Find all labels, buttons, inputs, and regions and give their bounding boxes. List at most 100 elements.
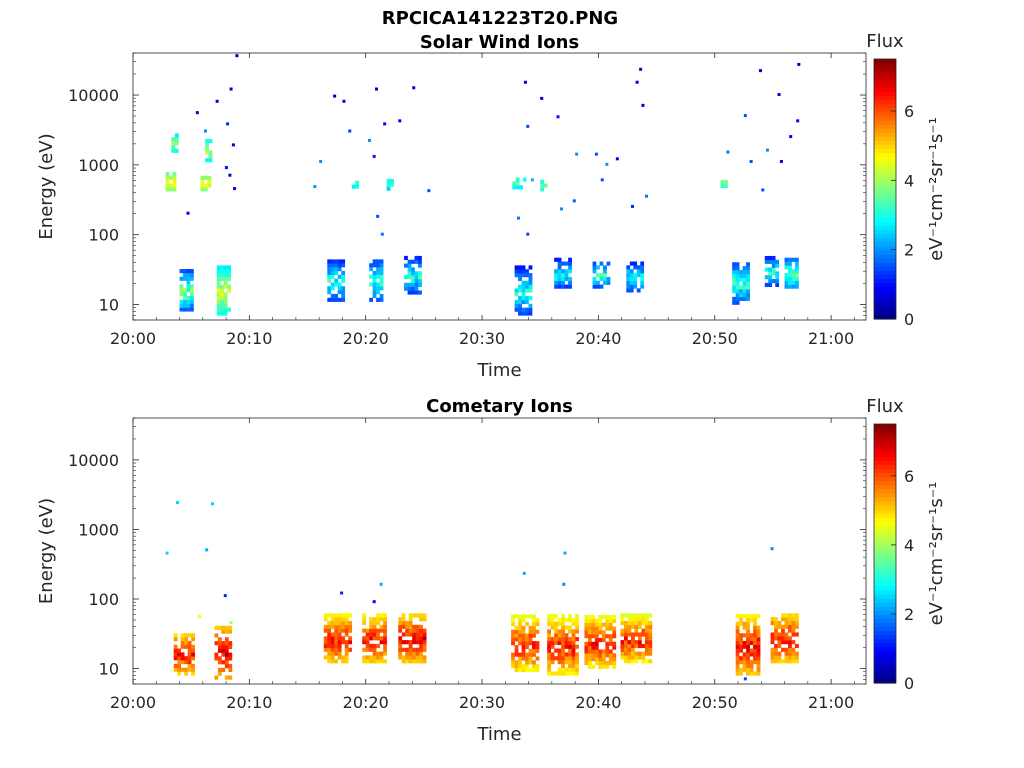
heatmap-cell [330,297,335,302]
flux-cluster [720,180,728,189]
heatmap-cell [330,620,335,626]
heatmap-cell [528,637,533,642]
heatmap-cell [535,648,540,653]
colorbar-step [874,618,896,623]
x-tick-label: 20:50 [692,329,738,348]
heatmap-cell [535,641,540,646]
heatmap-cell [379,259,384,264]
colorbar-step [874,136,896,141]
heatmap-cell [203,175,208,180]
heatmap-cell [327,643,332,649]
heatmap-cell [742,652,747,657]
x-tick-label: 21:00 [808,329,854,348]
heatmap-cell [518,284,522,289]
flux-cluster [362,613,387,664]
heatmap-cell [525,633,529,638]
heatmap-cell [334,293,339,299]
heatmap-cell [231,143,235,147]
heatmap-cell [515,181,520,186]
heatmap-cell [372,632,377,637]
heatmap-cell [568,648,572,653]
heatmap-cell [521,641,526,646]
heatmap-cell [735,629,740,634]
heatmap-cell [224,648,229,653]
heatmap-cell [525,307,529,312]
heatmap-cell [742,660,747,665]
colorbar-step [874,464,896,470]
heatmap-cell [408,651,413,656]
colorbar-step [874,278,896,284]
heatmap-cell [591,641,596,646]
heatmap-cell [383,632,387,637]
heatmap-cell [327,267,332,272]
heatmap-cell [637,655,642,660]
heatmap-cell [535,622,540,627]
heatmap-cell [216,292,221,297]
colorbar-step [874,310,896,316]
heatmap-cell [739,671,743,676]
heatmap-cell [532,625,536,630]
colorbar-step [874,176,896,182]
heatmap-cell [770,617,775,622]
heatmap-cell [568,265,572,270]
colorbar-step [874,500,896,506]
heatmap-cell [404,275,408,280]
colorbar-step [874,577,896,583]
heatmap-cell [765,148,769,152]
heatmap-cell [564,644,569,649]
heatmap-cell [606,276,611,282]
heatmap-cell [535,656,540,661]
colorbar-step [874,521,896,526]
colorbar-step [874,484,896,490]
heatmap-cell [179,288,184,293]
heatmap-cell [341,263,346,268]
heatmap-cell [724,183,728,189]
heatmap-cell [568,660,572,665]
heatmap-cell [644,659,649,664]
heatmap-cell [422,647,427,652]
colorbar-step [874,95,896,101]
heatmap-cell [739,633,743,638]
heatmap-cell [648,613,653,618]
heatmap-cell [591,649,596,654]
heatmap-cell [379,263,384,268]
heatmap-cell [379,582,383,586]
heatmap-cell [411,267,415,272]
heatmap-cell [165,175,170,180]
heatmap-cell [386,178,391,184]
colorbar-gradient [874,424,896,684]
heatmap-cell [525,637,529,642]
colorbar-step [874,124,896,129]
colorbar-step [874,172,896,178]
colorbar-step [874,180,896,186]
heatmap-cell [535,618,540,623]
heatmap-cell [174,141,179,146]
flux-cluster [327,259,346,302]
heatmap-cell [380,232,384,236]
heatmap-cell [605,615,610,620]
heatmap-cell [594,657,599,662]
heatmap-cell [571,671,576,676]
heatmap-cell [323,613,328,618]
x-tick-label: 20:20 [343,329,389,348]
heatmap-cell [372,263,377,268]
heatmap-cell [749,637,754,642]
heatmap-cell [220,273,225,278]
colorbar-step [874,306,896,312]
heatmap-cell [764,282,769,287]
heatmap-cell [518,622,522,627]
heatmap-cell [205,142,209,147]
heatmap-cell [337,636,342,641]
colorbar-step [874,557,896,563]
heatmap-cell [340,591,344,595]
heatmap-cell [784,617,789,622]
y-tick-label: 10 [99,296,119,315]
heatmap-cell [514,637,519,642]
heatmap-cell [791,620,796,626]
heatmap-cell [330,274,335,279]
flux-cluster [511,614,540,673]
heatmap-cell [214,656,219,661]
heatmap-cell [781,659,785,664]
heatmap-cell [564,261,569,266]
heatmap-cell [330,636,335,641]
